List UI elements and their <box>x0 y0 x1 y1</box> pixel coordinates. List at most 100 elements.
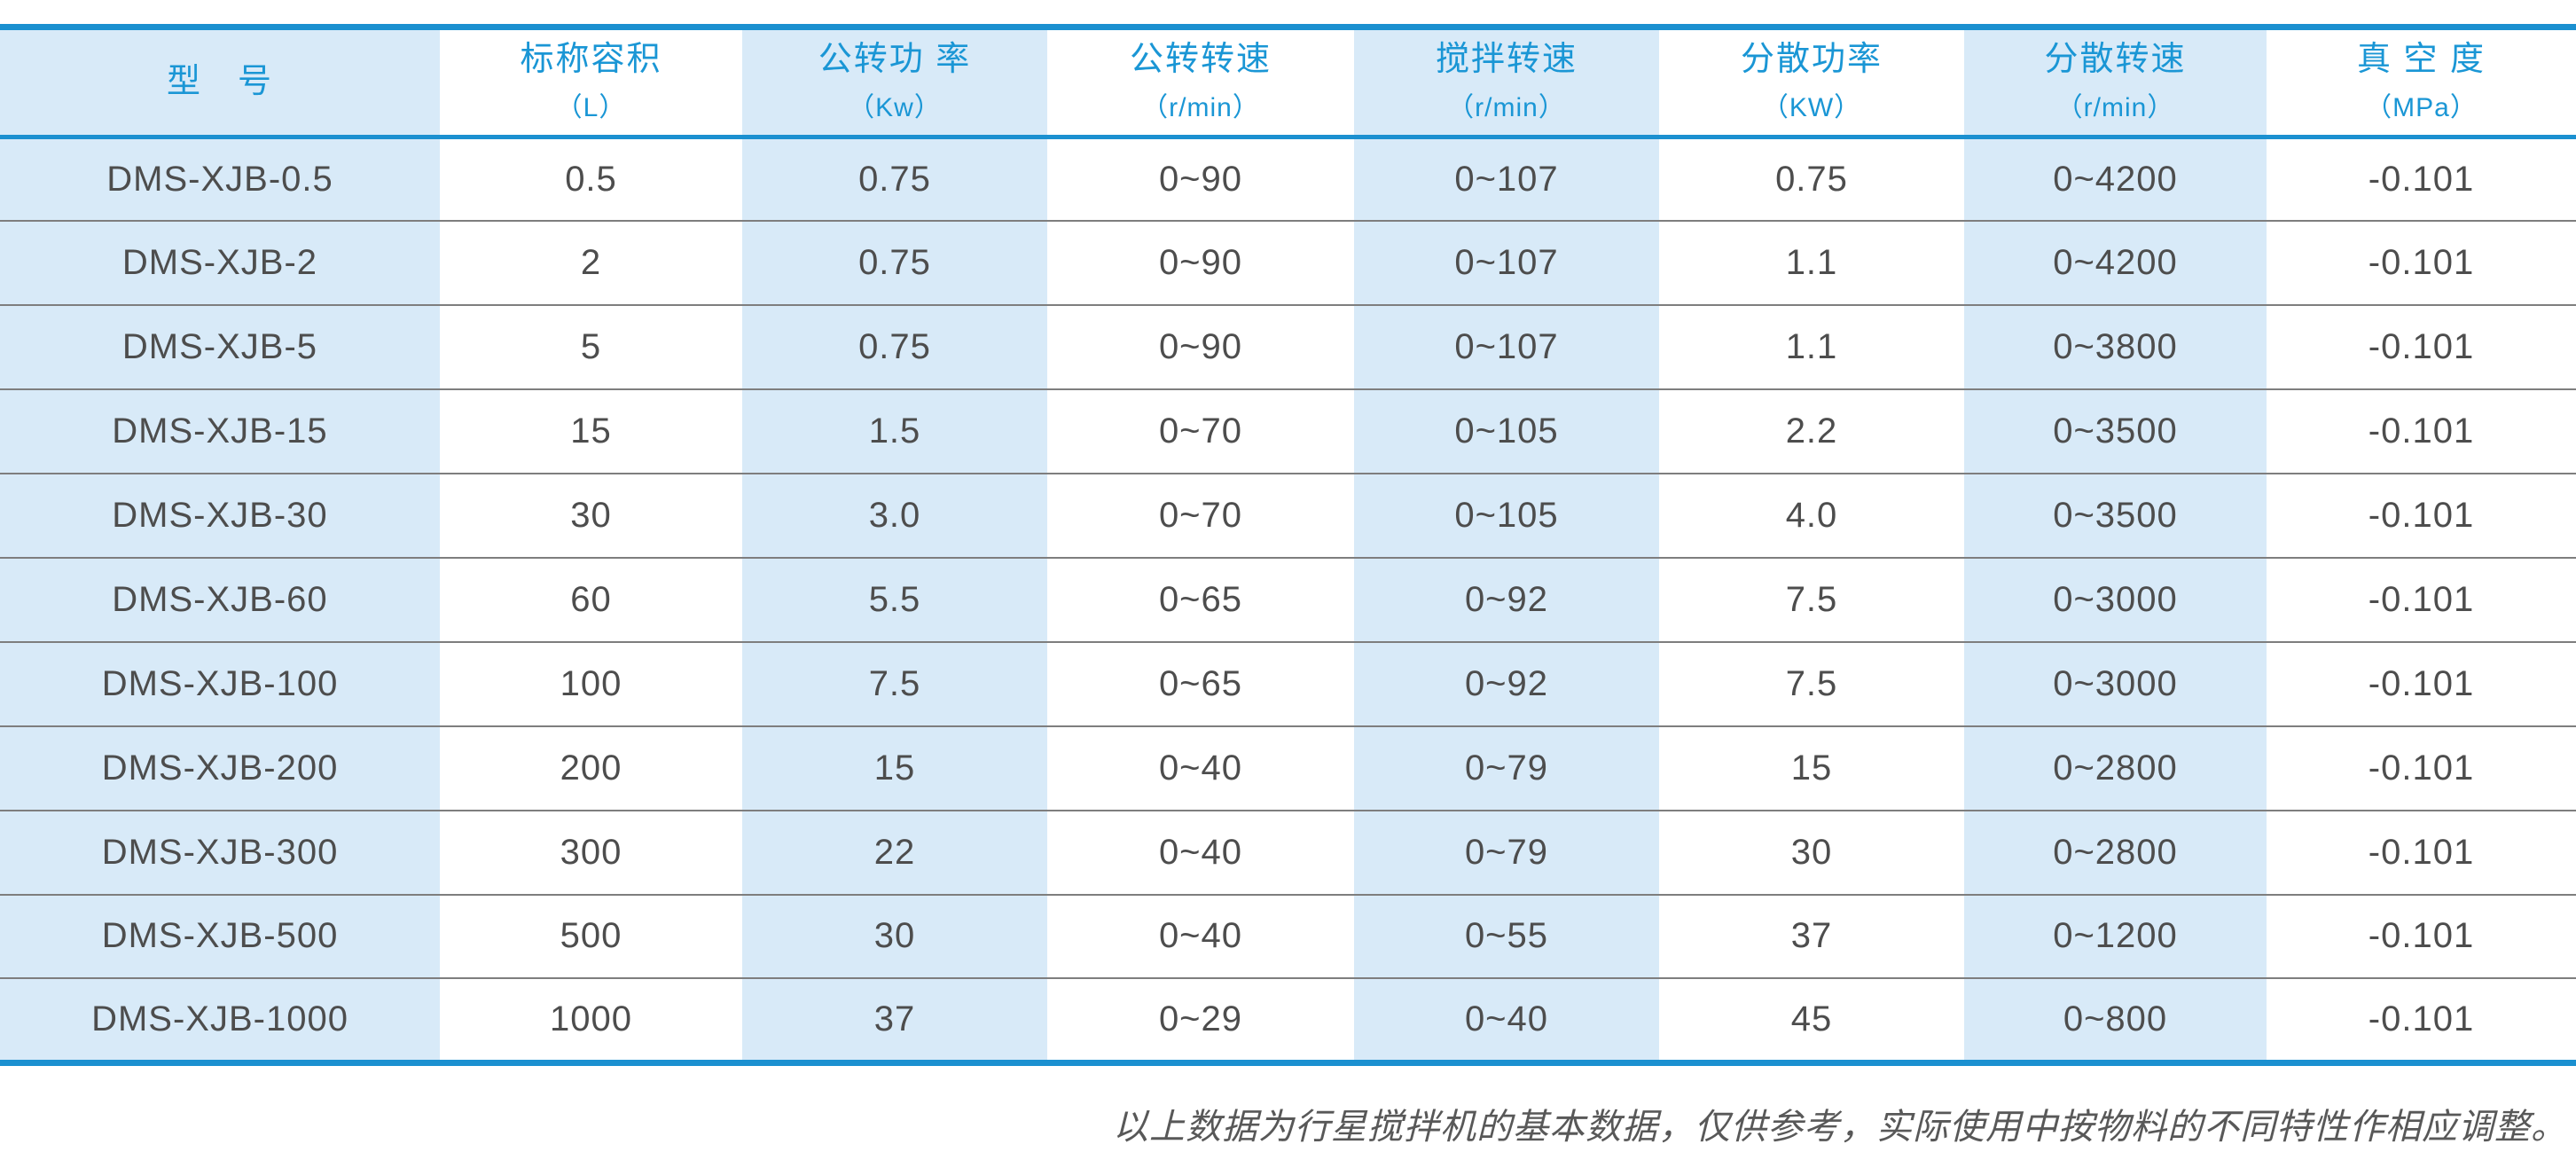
table-row: DMS-XJB-0.5 0.5 0.75 0~90 0~107 0.75 0~4200 -0.… <box>0 137 2576 222</box>
table-cell: 60 <box>440 556 742 642</box>
table-cell: 0~2800 <box>1964 809 2267 895</box>
table-cell: 0~29 <box>1047 977 1354 1063</box>
table-cell: 0~40 <box>1047 893 1354 979</box>
table-cell: DMS-XJB-0.5 <box>106 160 333 200</box>
table-cell: -0.101 <box>2267 220 2576 306</box>
table-row: DMS-XJB-15 15 1.5 0~70 0~105 2.2 0~3500 -0.101 <box>0 388 2576 474</box>
table-cell: 1000 <box>440 977 742 1063</box>
table-cell: 0~90 <box>1158 160 1243 200</box>
table-cell: 0~3500 <box>1964 473 2267 558</box>
column-header-1: 标称容积 （L） <box>440 27 742 139</box>
table-cell: 37 <box>1659 893 1964 979</box>
column-header-5: 分散功率 （KW） <box>1659 27 1964 139</box>
table-cell: DMS-XJB-200 <box>0 725 440 811</box>
table-cell: -0.101 <box>2267 809 2576 895</box>
column-label: 分散转速 <box>2044 40 2187 78</box>
table-cell: 3.0 <box>742 473 1047 558</box>
table-row: DMS-XJB-300 300 22 0~40 0~79 30 0~2800 -0.101 <box>0 809 2576 895</box>
table-row: DMS-XJB-5 5 0.75 0~90 0~107 1.1 0~3800 -0.101 <box>0 304 2576 390</box>
column-label: 型 号 <box>166 63 273 101</box>
table-row: DMS-XJB-200 200 15 0~40 0~79 15 0~2800 -0.101 <box>0 725 2576 811</box>
table-cell: DMS-XJB-30 <box>0 473 440 558</box>
table-cell: 5.5 <box>742 556 1047 642</box>
column-unit: （r/min） <box>2055 93 2175 123</box>
table-cell: 0~107 <box>1354 304 1659 390</box>
header-row: 型 号 标称容积 （L） 公转功 率 （Kw） 公转转速 （r/min） 搅拌转速 （r/min… <box>0 27 2576 139</box>
column-unit: （r/min） <box>1141 93 1260 123</box>
table-cell: DMS-XJB-300 <box>0 809 440 895</box>
column-unit: （r/min） <box>1447 93 1566 123</box>
table-cell: 300 <box>440 809 742 895</box>
table-cell: 37 <box>742 977 1047 1063</box>
table-cell: 0~4200 <box>2053 160 2178 200</box>
table-cell: 5 <box>440 304 742 390</box>
table-cell: 7.5 <box>742 640 1047 726</box>
table-cell: 15 <box>440 388 742 474</box>
column-header-7: 真 空 度 （MPa） <box>2267 27 2576 139</box>
table-cell: 0~65 <box>1047 556 1354 642</box>
column-unit: （KW） <box>1761 93 1862 123</box>
table-cell: 15 <box>1659 725 1964 811</box>
table-cell: 1.1 <box>1659 220 1964 306</box>
table-cell: 0~107 <box>1354 220 1659 306</box>
table-cell: DMS-XJB-60 <box>0 556 440 642</box>
table-cell: 2 <box>440 220 742 306</box>
table-row: DMS-XJB-100 100 7.5 0~65 0~92 7.5 0~3000 -0.101 <box>0 640 2576 726</box>
table-cell: 0~90 <box>1047 220 1354 306</box>
table-row: DMS-XJB-500 500 30 0~40 0~55 37 0~1200 -0.101 <box>0 893 2576 979</box>
table-cell: -0.101 <box>2267 304 2576 390</box>
table-cell: 30 <box>440 473 742 558</box>
table-cell: -0.101 <box>2267 388 2576 474</box>
table-cell: DMS-XJB-2 <box>0 220 440 306</box>
table-cell: 0~92 <box>1354 556 1659 642</box>
table-cell: DMS-XJB-5 <box>0 304 440 390</box>
table-cell: -0.101 <box>2368 160 2475 200</box>
table-cell: 7.5 <box>1659 556 1964 642</box>
table-cell: 0.75 <box>1775 160 1848 200</box>
table-cell: 0~1200 <box>1964 893 2267 979</box>
column-header-0: 型 号 <box>0 27 440 139</box>
table-cell: 0~70 <box>1047 473 1354 558</box>
table-cell: 30 <box>1659 809 1964 895</box>
table-cell: 0~2800 <box>1964 725 2267 811</box>
table-cell: 0.75 <box>858 160 931 200</box>
column-label: 搅拌转速 <box>1435 40 1578 78</box>
table-cell: 0~105 <box>1354 473 1659 558</box>
table-cell: 0~92 <box>1354 640 1659 726</box>
table-cell: 0~90 <box>1047 304 1354 390</box>
column-label: 真 空 度 <box>2356 40 2486 78</box>
table-cell: 0.75 <box>742 304 1047 390</box>
table-cell: 0~79 <box>1354 725 1659 811</box>
table-cell: 0~3000 <box>1964 556 2267 642</box>
table-cell: 0~4200 <box>1964 220 2267 306</box>
table-cell: 0~3500 <box>1964 388 2267 474</box>
column-unit: （MPa） <box>2365 93 2478 123</box>
table-cell: 0~65 <box>1047 640 1354 726</box>
table-cell: 200 <box>440 725 742 811</box>
table-cell: 0~40 <box>1047 809 1354 895</box>
table-cell: -0.101 <box>2267 725 2576 811</box>
table-cell: 22 <box>742 809 1047 895</box>
table-cell: 7.5 <box>1659 640 1964 726</box>
table-cell: 0~3000 <box>1964 640 2267 726</box>
table-cell: 0~800 <box>1964 977 2267 1063</box>
table-cell: DMS-XJB-15 <box>0 388 440 474</box>
table-cell: 0~107 <box>1454 160 1559 200</box>
table-header: 型 号 标称容积 （L） 公转功 率 （Kw） 公转转速 （r/min） 搅拌转速 （r/min… <box>0 27 2576 139</box>
table-cell: 100 <box>440 640 742 726</box>
table-cell: 2.2 <box>1659 388 1964 474</box>
table-cell: 30 <box>742 893 1047 979</box>
table-cell: 1.5 <box>742 388 1047 474</box>
table-cell: -0.101 <box>2267 473 2576 558</box>
table-cell: DMS-XJB-100 <box>0 640 440 726</box>
table-cell: 4.0 <box>1659 473 1964 558</box>
column-label: 标称容积 <box>520 40 662 78</box>
table-cell: 0~40 <box>1354 977 1659 1063</box>
column-unit: （Kw） <box>848 93 942 123</box>
table-row: DMS-XJB-2 2 0.75 0~90 0~107 1.1 0~4200 -0.101 <box>0 220 2576 306</box>
column-label: 公转转速 <box>1129 40 1272 78</box>
column-header-6: 分散转速 （r/min） <box>1964 27 2267 139</box>
table-cell: 0~40 <box>1047 725 1354 811</box>
table-body: DMS-XJB-0.5 0.5 0.75 0~90 0~107 0.75 0~4200 -0.… <box>0 137 2576 1063</box>
